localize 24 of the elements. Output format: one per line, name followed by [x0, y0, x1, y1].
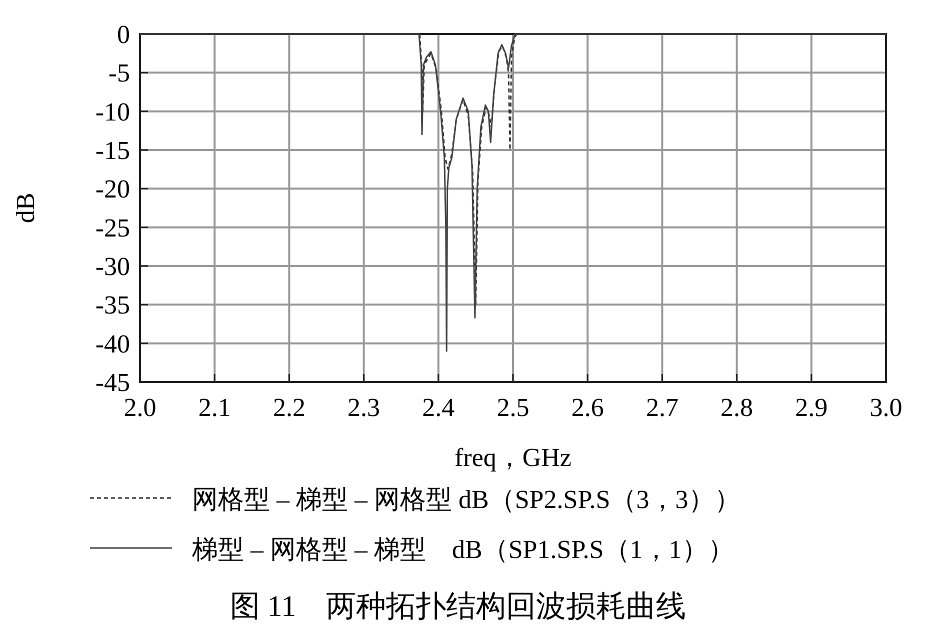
y-tick-label: -25 — [95, 213, 130, 242]
x-tick-label: 2.6 — [571, 393, 604, 422]
x-tick-label: 2.3 — [348, 393, 380, 422]
x-tick-label: 2.1 — [198, 393, 231, 422]
y-tick-label: -30 — [95, 252, 130, 281]
y-tick-label: -20 — [95, 174, 130, 204]
y-tick-label: -10 — [95, 97, 130, 126]
text: 图 11 两种拓扑结构回波损耗曲线 — [230, 590, 686, 623]
y-tick-label: -35 — [95, 290, 130, 320]
y-tick-label: -5 — [108, 58, 130, 88]
y-tick-label: 0 — [117, 20, 130, 49]
x-axis-title: freq，GHz — [454, 443, 572, 472]
legend-label: 网格型 – 梯型 – 网格型 dB（SP2.SP.S（3，3）） — [192, 485, 740, 514]
y-tick-label: -15 — [95, 136, 130, 165]
x-tick-label: 2.7 — [646, 393, 678, 422]
legend-label: 梯型 – 网格型 – 梯型 dB（SP1.SP.S（1，1）） — [191, 535, 734, 564]
x-tick-label: 2.4 — [422, 393, 455, 422]
x-tick-label: 3.0 — [870, 393, 902, 422]
y-axis-title: dB — [11, 192, 40, 224]
x-tick-label: 2.5 — [496, 393, 530, 422]
x-tick-label: 2.8 — [720, 393, 754, 422]
y-tick-label: -40 — [95, 329, 130, 358]
x-tick-label: 2.9 — [795, 393, 828, 422]
x-tick-label: 2.2 — [272, 393, 306, 422]
